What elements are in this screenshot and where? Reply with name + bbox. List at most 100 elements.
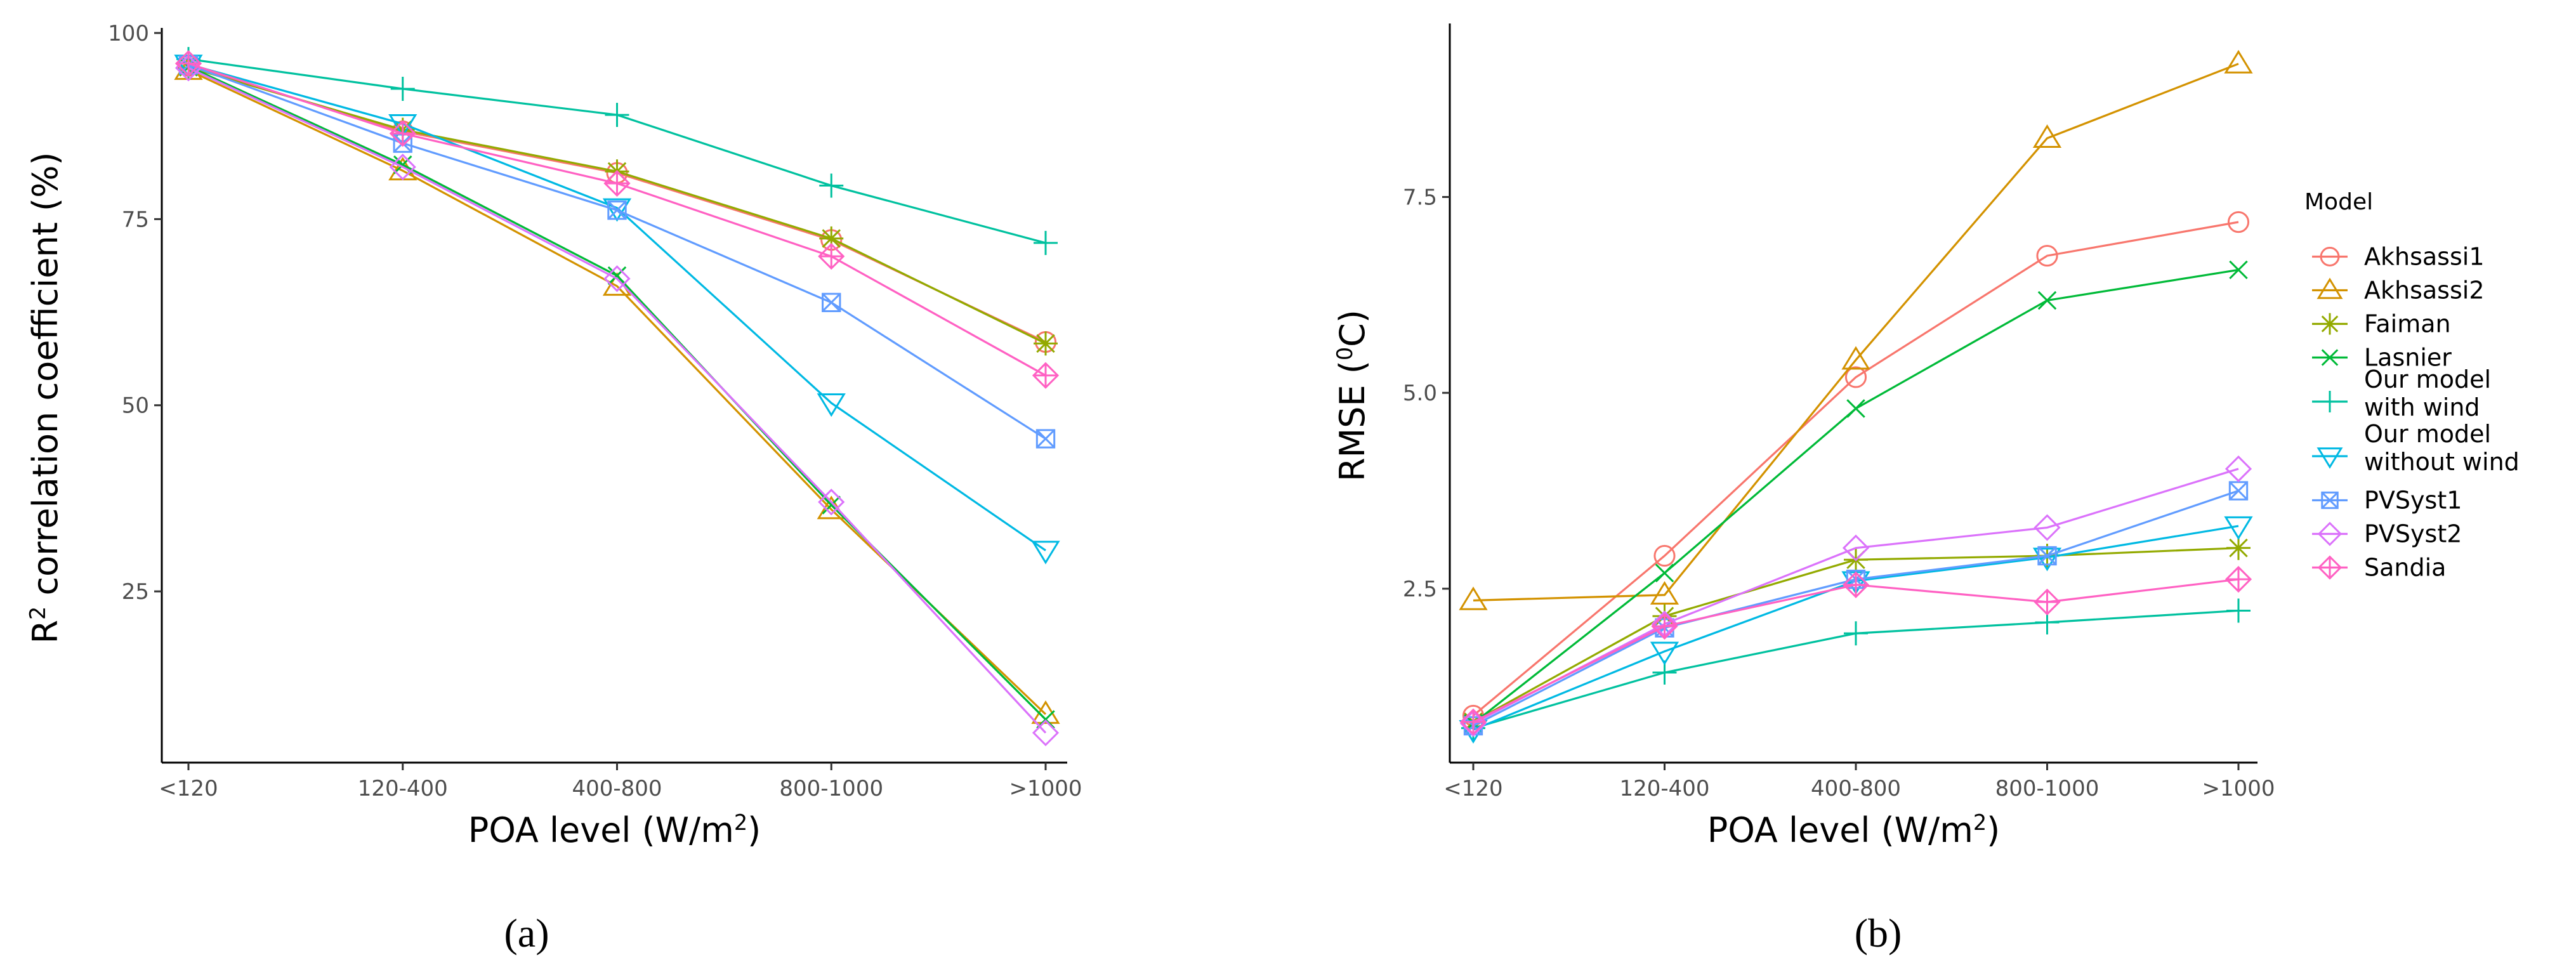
data-point-our-model-with-wind [819, 173, 844, 198]
legend-item-lasnier: Lasnier [2312, 344, 2452, 372]
data-point-our-model-without-wind [1031, 541, 1060, 565]
series-our-model-with-wind [176, 47, 1058, 255]
data-point-sandia [1032, 362, 1060, 389]
data-point-sandia [1842, 571, 1870, 598]
series-lasnier [179, 57, 1055, 729]
data-point-pvsyst2 [1842, 534, 1870, 562]
legend-title: Model [2304, 189, 2373, 215]
legend-label: PVSyst1 [2364, 487, 2462, 515]
series-line-lasnier [1473, 268, 2239, 725]
data-point-our-model-without-wind [602, 198, 632, 222]
legend: ModelAkhsassi1Akhsassi2FaimanLasnierOur … [2304, 189, 2520, 582]
y-tick-label: 100 [108, 21, 149, 46]
data-point-akhsassi2 [2032, 124, 2062, 148]
legend-item-akhsassi2: Akhsassi2 [2312, 277, 2485, 305]
data-point-lasnier [607, 266, 627, 286]
data-point-akhsassi1 [1844, 366, 1867, 388]
x-tick-label: 400-800 [572, 776, 662, 801]
legend-item-sandia: Sandia [2312, 554, 2446, 582]
data-point-akhsassi1 [2227, 211, 2250, 233]
y-axis-title: RMSE (0C) [1332, 310, 1373, 482]
data-point-akhsassi2 [2224, 49, 2253, 74]
series-line-akhsassi2 [1473, 63, 2239, 601]
data-point-our-model-without-wind [2224, 516, 2253, 540]
legend-key-marker [2321, 349, 2339, 366]
data-point-sandia [2224, 565, 2252, 593]
x-tick-label: >1000 [2202, 776, 2275, 801]
data-point-pvsyst1 [1035, 429, 1056, 449]
legend-key-marker [2320, 247, 2340, 266]
legend-key-marker [2321, 491, 2339, 509]
data-point-pvsyst1 [822, 292, 841, 312]
y-axis-title: R2 correlation coefficient (%) [25, 152, 66, 644]
data-point-pvsyst1 [2228, 481, 2249, 501]
data-point-lasnier [2229, 260, 2248, 280]
data-point-our-model-with-wind [2226, 598, 2251, 623]
data-point-akhsassi2 [1841, 346, 1870, 370]
data-point-lasnier [1846, 399, 1865, 418]
series-line-our-model-without-wind [188, 63, 1046, 551]
data-point-sandia [2034, 588, 2061, 615]
series-line-our-model-with-wind [188, 58, 1046, 244]
data-point-our-model-without-wind [817, 393, 846, 417]
legend-label: with wind [2364, 393, 2480, 421]
y-tick-label: 7.5 [1403, 185, 1437, 210]
legend-key-marker [2317, 522, 2343, 546]
series-pvsyst2 [174, 55, 1060, 747]
x-tick-label: 800-1000 [779, 776, 883, 801]
data-point-sandia [1651, 613, 1678, 640]
x-axis-title: POA level (W/m2) [468, 810, 761, 851]
legend-label: Our model [2364, 420, 2491, 448]
data-point-akhsassi2 [1650, 581, 1679, 605]
x-tick-label: 120-400 [358, 776, 448, 801]
y-tick-label: 2.5 [1403, 577, 1437, 602]
data-point-our-model-without-wind [1650, 641, 1679, 666]
panel-a: 25 50 75 100 <120 120-400 400-800 800-1000 >1000… [25, 21, 1082, 850]
data-point-our-model-with-wind [1034, 230, 1058, 255]
series-sandia [174, 49, 1060, 389]
data-point-lasnier [1655, 563, 1674, 582]
data-point-akhsassi1 [2036, 245, 2058, 267]
data-point-pvsyst2 [1032, 719, 1060, 747]
legend-label: Faiman [2364, 310, 2451, 338]
data-point-sandia [174, 49, 202, 77]
y-tick-label: 25 [122, 579, 149, 605]
x-tick-label: 400-800 [1811, 776, 1901, 801]
data-point-faiman [2226, 535, 2251, 560]
data-point-lasnier [2037, 291, 2057, 310]
panel-b: 2.5 5.0 7.5 <120 120-400 400-800 800-1000 >1000… [1332, 23, 2275, 850]
data-point-sandia [1459, 708, 1487, 735]
legend-item-faiman: Faiman [2312, 310, 2451, 338]
legend-key-marker [2316, 277, 2343, 299]
data-point-pvsyst2 [389, 154, 416, 181]
x-tick-label: <120 [1443, 776, 1502, 801]
data-point-sandia [389, 120, 416, 147]
legend-item-pvsyst1: PVSyst1 [2312, 487, 2462, 515]
legend-key-marker [2319, 313, 2341, 335]
series-akhsassi2 [1459, 49, 2253, 610]
legend-key-marker [2316, 447, 2343, 469]
series-faiman [176, 55, 1058, 356]
data-point-pvsyst2 [1459, 710, 1487, 737]
data-point-pvsyst2 [603, 265, 631, 292]
data-point-pvsyst2 [2034, 514, 2061, 541]
series-line-akhsassi1 [1472, 221, 2239, 717]
series-akhsassi1 [1462, 211, 2250, 726]
data-point-faiman [1034, 331, 1058, 356]
y-tick-label: 5.0 [1403, 381, 1437, 406]
legend-key-marker [2319, 391, 2341, 412]
data-point-our-model-with-wind [1844, 621, 1868, 646]
data-point-pvsyst2 [818, 489, 845, 516]
data-point-our-model-with-wind [605, 103, 629, 128]
series-line-pvsyst2 [188, 67, 1047, 734]
data-point-lasnier [822, 496, 841, 515]
series-line-sandia [1473, 578, 2239, 723]
legend-label: Our model [2364, 365, 2491, 393]
data-point-akhsassi1 [1653, 544, 1676, 567]
y-tick-label: 50 [122, 393, 149, 419]
panel-label-a: (a) [504, 910, 549, 956]
data-point-pvsyst1 [2037, 546, 2057, 566]
